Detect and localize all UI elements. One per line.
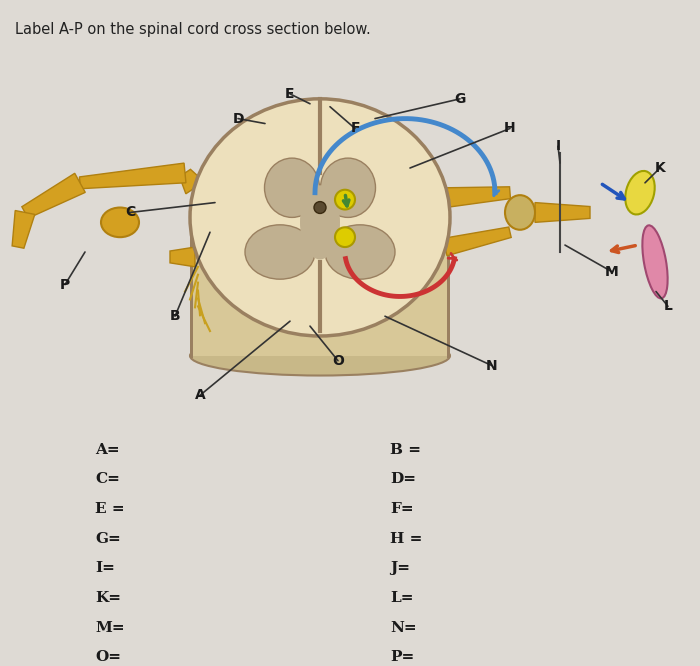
- Ellipse shape: [325, 225, 395, 279]
- Text: K: K: [654, 161, 666, 175]
- Text: P: P: [60, 278, 70, 292]
- Text: C: C: [125, 206, 135, 220]
- Text: P=: P=: [390, 650, 414, 664]
- Text: I=: I=: [95, 561, 115, 575]
- Text: J=: J=: [390, 561, 410, 575]
- Ellipse shape: [190, 336, 450, 376]
- Ellipse shape: [321, 158, 375, 217]
- Text: M=: M=: [95, 621, 125, 635]
- Text: H =: H =: [390, 531, 422, 545]
- Text: Label A-P on the spinal cord cross section below.: Label A-P on the spinal cord cross secti…: [15, 22, 371, 37]
- Text: D=: D=: [390, 472, 416, 486]
- Text: A: A: [195, 388, 205, 402]
- Text: C=: C=: [95, 472, 120, 486]
- Polygon shape: [79, 163, 186, 188]
- Text: L: L: [664, 299, 673, 313]
- Text: O: O: [332, 354, 344, 368]
- Text: M: M: [605, 265, 619, 279]
- Circle shape: [335, 190, 355, 210]
- Text: G=: G=: [95, 531, 120, 545]
- Ellipse shape: [505, 195, 535, 230]
- Polygon shape: [444, 186, 510, 208]
- Text: D: D: [232, 112, 244, 126]
- Text: N: N: [486, 359, 498, 373]
- Text: A=: A=: [95, 443, 120, 457]
- Text: N=: N=: [390, 621, 416, 635]
- Text: L=: L=: [390, 591, 414, 605]
- Ellipse shape: [190, 99, 450, 336]
- Text: F=: F=: [390, 502, 414, 516]
- Text: K=: K=: [95, 591, 121, 605]
- Text: O=: O=: [95, 650, 121, 664]
- Ellipse shape: [300, 185, 340, 260]
- Polygon shape: [535, 202, 590, 222]
- Polygon shape: [443, 227, 511, 256]
- Text: H: H: [504, 121, 516, 135]
- Ellipse shape: [643, 225, 668, 298]
- Text: E =: E =: [95, 502, 125, 516]
- Polygon shape: [447, 212, 450, 358]
- Polygon shape: [170, 247, 195, 267]
- Circle shape: [335, 227, 355, 247]
- Ellipse shape: [625, 171, 654, 214]
- Polygon shape: [22, 173, 85, 218]
- Polygon shape: [179, 169, 204, 194]
- Text: F: F: [350, 121, 360, 135]
- Text: I: I: [555, 139, 561, 153]
- Text: G: G: [454, 92, 466, 106]
- Text: B =: B =: [390, 443, 421, 457]
- Circle shape: [314, 202, 326, 214]
- Polygon shape: [190, 217, 450, 356]
- Polygon shape: [190, 212, 193, 358]
- Ellipse shape: [245, 225, 315, 279]
- Ellipse shape: [101, 208, 139, 237]
- Text: E: E: [286, 87, 295, 101]
- Ellipse shape: [265, 158, 319, 217]
- Text: B: B: [169, 309, 181, 323]
- Polygon shape: [12, 210, 35, 248]
